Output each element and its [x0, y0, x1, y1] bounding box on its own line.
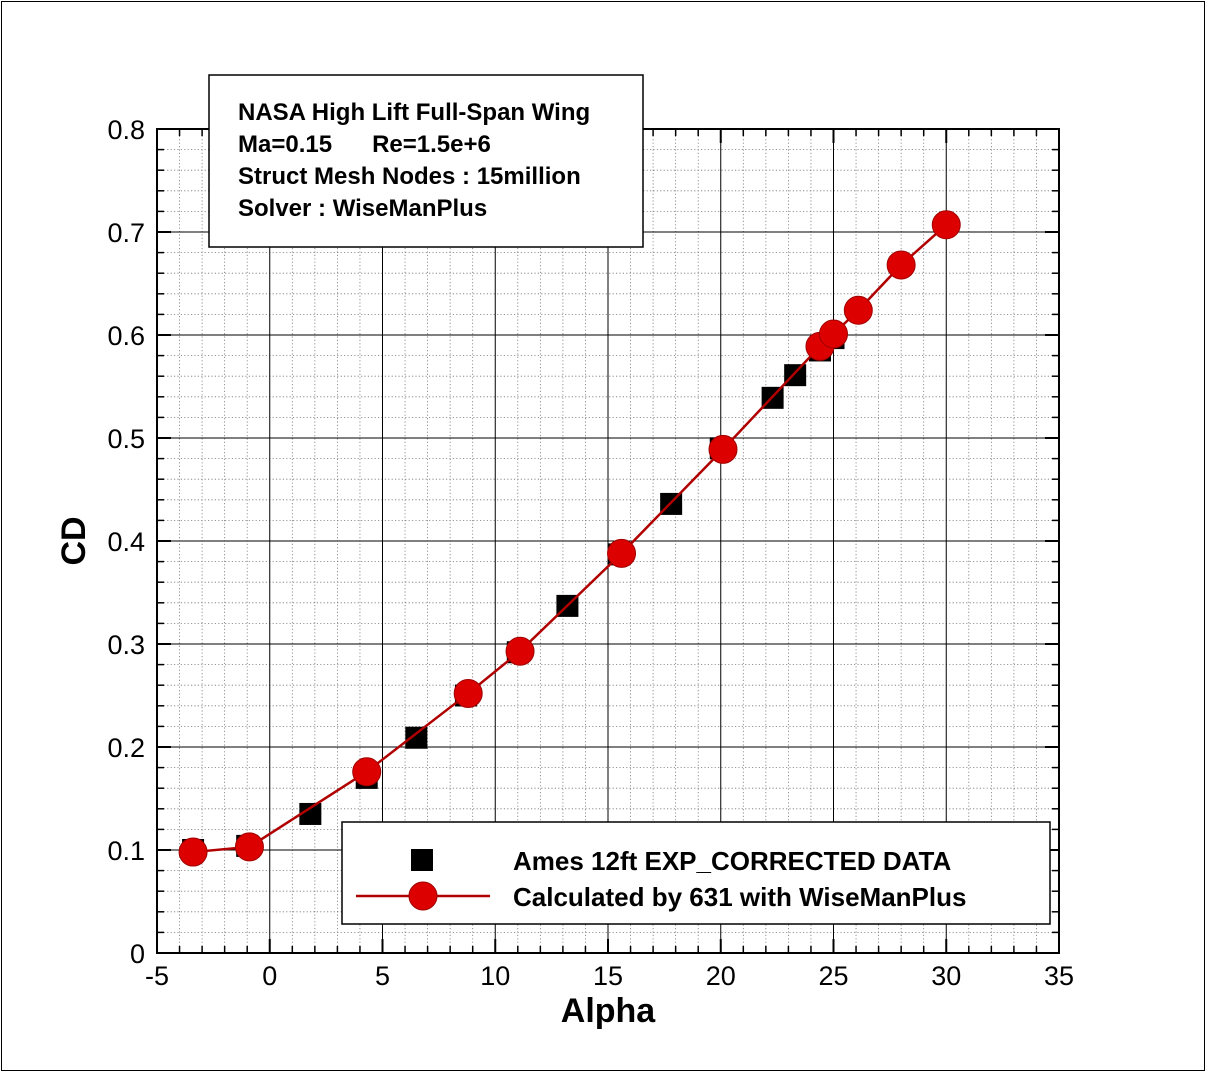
calc-data-point [234, 832, 264, 862]
info-line-mesh: Struct Mesh Nodes : 15million [238, 163, 581, 190]
calc-data-point [886, 250, 916, 280]
x-tick-label: 30 [931, 961, 961, 991]
calc-data-point [931, 210, 961, 240]
y-tick-label: 0.5 [107, 424, 145, 454]
y-tick-label: 0.4 [107, 527, 145, 557]
legend-label-exp: Ames 12ft EXP_CORRECTED DATA [513, 846, 951, 876]
tick-labels: -5 0 5 10 15 20 25 30 3500.10.20.30.40.50.60.70.… [107, 115, 1074, 991]
calc-data-point [178, 837, 208, 867]
calc-data-point [352, 757, 382, 787]
y-tick-label: 0.3 [107, 630, 145, 660]
calc-data-point [708, 434, 738, 464]
legend-square-marker [411, 849, 433, 871]
calc-data-point [843, 295, 873, 325]
x-tick-label: 0 [262, 961, 277, 991]
y-tick-label: 0.2 [107, 733, 145, 763]
calc-data-point [505, 636, 535, 666]
x-tick-label: 15 [593, 961, 623, 991]
y-axis-title: CD [55, 516, 93, 565]
x-tick-label: -5 [145, 961, 169, 991]
info-box: NASA High Lift Full-Span Wing Ma=0.15 Re… [208, 74, 644, 248]
x-axis-title: Alpha [561, 992, 657, 1030]
legend-label-calc: Calculated by 631 with WiseManPlus [513, 882, 966, 912]
y-tick-label: 0 [130, 939, 145, 969]
y-tick-label: 0.6 [107, 321, 145, 351]
y-tick-label: 0.8 [107, 115, 145, 145]
exp-data-point [299, 802, 322, 825]
info-line-title: NASA High Lift Full-Span Wing [238, 99, 590, 126]
legend-frame [341, 821, 1051, 925]
x-tick-label: 25 [818, 961, 848, 991]
legend-circle-marker [408, 881, 438, 911]
x-tick-label: 20 [706, 961, 736, 991]
info-line-solver: Solver : WiseManPlus [238, 195, 487, 222]
exp-data-point [405, 726, 428, 749]
calc-data-point [819, 319, 848, 349]
legend: Ames 12ft EXP_CORRECTED DATA Calculated … [341, 821, 1051, 925]
info-line-conditions: Ma=0.15 Re=1.5e+6 [238, 131, 491, 158]
series-layer [178, 210, 961, 867]
x-tick-label: 35 [1044, 961, 1074, 991]
x-tick-label: 5 [375, 961, 390, 991]
calc-data-point [607, 538, 637, 568]
calc-data-point [453, 678, 483, 708]
x-tick-label: 10 [480, 961, 510, 991]
legend-symbol-exp [411, 849, 433, 871]
legend-symbol-calc [356, 881, 490, 911]
exp-data-point [784, 364, 807, 387]
y-tick-label: 0.7 [107, 218, 145, 248]
y-tick-label: 0.1 [107, 836, 145, 866]
info-box-frame [208, 74, 644, 248]
